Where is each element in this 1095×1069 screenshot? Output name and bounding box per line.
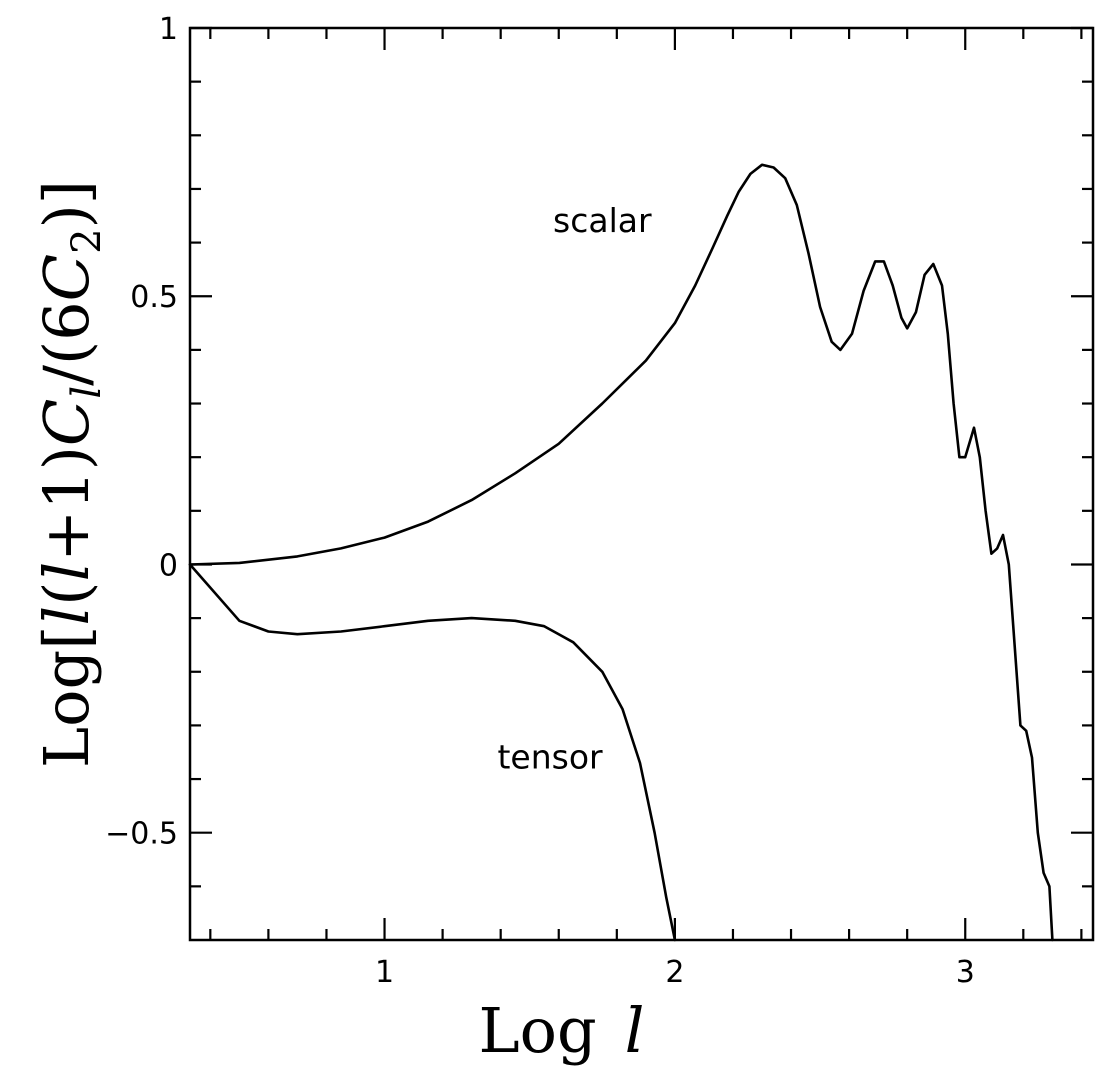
y-tick-label: 1 — [159, 12, 178, 47]
y-axis-label-part-4: +1) — [30, 446, 103, 562]
y-axis-label-part-2: ( — [30, 582, 103, 606]
y-axis-label-part-0: [ — [30, 626, 103, 650]
x-tick-label: 3 — [956, 955, 975, 990]
major-ticks — [190, 26, 1093, 940]
plot-frame — [188, 26, 1095, 942]
y-tick-label: 0 — [159, 548, 178, 583]
annotations: scalar tensor — [497, 201, 652, 776]
x-axis-label-variable: l — [625, 994, 645, 1067]
x-axis-label-prefix: Log — [478, 994, 596, 1067]
y-axis-label-part-1: l — [30, 606, 103, 626]
y-axis-label-part-5: C — [30, 399, 103, 446]
annotation-tensor: tensor — [497, 737, 603, 776]
x-tick-label: 2 — [665, 955, 684, 990]
y-axis-label: Log[l(l+1)Cl/(6C2)] — [30, 180, 110, 768]
minor-ticks — [190, 28, 1093, 940]
y-axis-label-part-8: C — [30, 254, 103, 301]
y-tick-label: −0.5 — [105, 817, 178, 852]
y-axis-label-part-6: l — [64, 386, 110, 399]
y-axis-label-part-3: l — [30, 562, 103, 582]
y-axis-label-part-10: )] — [30, 180, 103, 228]
y-axis-label-part-9: 2 — [64, 228, 110, 253]
x-tick-label: 1 — [375, 955, 394, 990]
scalar-series-line — [188, 163, 1054, 942]
y-tick-label: 0.5 — [130, 280, 178, 315]
series-layer — [188, 163, 1054, 942]
tick-labels: 1 2 3 −0.5 0 0.5 1 — [105, 12, 975, 990]
annotation-scalar: scalar — [553, 201, 652, 240]
y-axis-label-part-7: /(6 — [30, 301, 103, 386]
y-axis-label-prefix: Log — [30, 650, 103, 768]
x-axis-label: Log l — [478, 994, 644, 1067]
tensor-series-line — [188, 563, 677, 942]
